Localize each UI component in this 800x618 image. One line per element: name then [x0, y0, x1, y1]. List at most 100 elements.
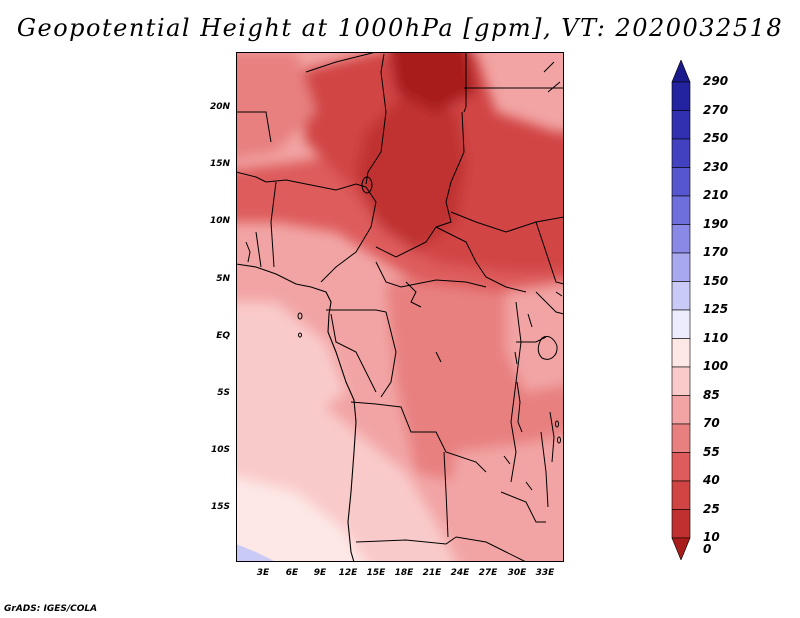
border-chad-sudan — [435, 111, 465, 228]
colorbar-label-40: 40 — [703, 473, 720, 487]
colorbar-label-290: 290 — [703, 74, 729, 88]
border-nigeria-benin — [270, 181, 277, 268]
colorbar-label-210: 210 — [703, 188, 729, 202]
lake-volta — [245, 241, 251, 263]
colorbar-label-110: 110 — [703, 330, 729, 345]
lon-label-27e: 27E — [478, 568, 498, 578]
lat-label-10n: 10N — [209, 216, 230, 226]
lon-label-21e: 21E — [422, 568, 442, 578]
border-drc-angola — [350, 401, 487, 473]
coastline — [236, 263, 357, 562]
colorbar-swatch-150 — [671, 252, 691, 282]
colorbar-swatch-85 — [671, 366, 691, 396]
lon-label-15e: 15E — [366, 568, 386, 578]
island-bioko — [297, 312, 303, 320]
map-frame — [236, 52, 564, 562]
colorbar-swatch-110 — [671, 309, 691, 339]
colorbar-swatch-25 — [671, 480, 691, 510]
border-nigeria-cameroon — [320, 186, 377, 283]
border-gabon-congo — [330, 313, 377, 393]
colorbar-swatch-70 — [671, 395, 691, 425]
lon-label-30e: 30E — [507, 568, 527, 578]
border-sudan-ss — [450, 211, 564, 233]
lat-label-15n: 15N — [209, 159, 230, 169]
colorbar-label-0: 0 — [703, 542, 712, 556]
colorbar-graphic — [671, 59, 691, 561]
colorbar-label-250: 250 — [703, 131, 729, 145]
island-zanzibar — [557, 436, 561, 444]
lon-label-12e: 12E — [338, 568, 358, 578]
colorbar-label-270: 270 — [703, 102, 729, 117]
colorbar-label-230: 230 — [703, 159, 729, 174]
field-coast-light — [236, 302, 346, 412]
country-borders — [236, 52, 564, 562]
field-libya-core — [389, 52, 476, 112]
lat-label-5s: 5S — [217, 388, 230, 398]
colorbar-label-125: 125 — [703, 302, 729, 316]
border-car-south — [375, 261, 487, 288]
lon-label-33e: 33E — [535, 568, 555, 578]
coast-west — [236, 263, 357, 562]
colorbar-swatch-10 — [671, 509, 691, 539]
field-southwest-pale — [236, 477, 364, 562]
colorbar-swatch-210 — [671, 167, 691, 197]
lake-albert — [527, 313, 533, 328]
border-tanzania-zambia — [500, 491, 546, 523]
colorbar-label-150: 150 — [703, 273, 729, 288]
lon-label-9e: 9E — [313, 568, 327, 578]
border-niger-nigeria — [265, 179, 367, 191]
lake-bangweulu — [525, 481, 533, 491]
colorbar-label-170: 170 — [703, 245, 729, 259]
lon-label-18e: 18E — [394, 568, 414, 578]
colorbar-swatch-40 — [671, 452, 691, 482]
border-zambia-zim — [455, 536, 527, 562]
border-car-ss — [435, 226, 527, 293]
map-panel — [236, 52, 564, 562]
border-drc-east — [510, 301, 522, 483]
colorbar-label-100: 100 — [703, 359, 729, 373]
border-uganda-south — [516, 336, 547, 343]
colorbar-label-55: 55 — [703, 444, 720, 459]
islands — [297, 61, 563, 444]
colorbar-swatch-100 — [671, 338, 691, 368]
border-uganda-kenya — [535, 291, 564, 315]
border-ethiopia — [535, 221, 564, 285]
border-cameroon-south — [326, 309, 387, 313]
lake-malawi — [549, 411, 555, 463]
colorbar-swatch-55 — [671, 423, 691, 453]
border-westafrica — [236, 111, 272, 268]
colorbar-swatch-0 — [671, 537, 691, 561]
border-angola-south — [355, 536, 457, 545]
colorbar-swatch-190 — [671, 195, 691, 225]
border-chad-car — [375, 226, 437, 258]
border-north — [305, 52, 467, 107]
colorbar-label-85: 85 — [703, 387, 720, 402]
field-southeast — [446, 435, 564, 562]
colorbar — [668, 59, 694, 561]
lake-kivu — [514, 351, 518, 365]
colorbar-label-190: 190 — [703, 216, 729, 231]
colorbar-swatch-170 — [671, 224, 691, 254]
colorbar-swatch-250 — [671, 110, 691, 140]
lat-label-15s: 15S — [210, 502, 230, 512]
lat-label-10s: 10S — [210, 445, 230, 455]
colorbar-label-70: 70 — [703, 416, 720, 430]
lat-label-20n: 20N — [209, 102, 230, 112]
colorbar-swatch-230 — [671, 138, 691, 168]
footer-credit: GrADS: IGES/COLA — [4, 604, 98, 614]
lake-chad — [361, 176, 373, 194]
lon-label-3e: 3E — [256, 568, 270, 578]
lake-tanganyika — [516, 381, 523, 433]
border-angola-zambia — [443, 451, 449, 538]
border-niger-chad — [365, 53, 387, 185]
lake-victoria — [537, 335, 558, 360]
lon-label-24e: 24E — [450, 568, 470, 578]
lake-mweru — [503, 455, 511, 465]
border-congo-drc — [380, 311, 397, 398]
plot-title: Geopotential Height at 1000hPa [gpm], VT… — [16, 14, 784, 42]
colorbar-swatch-270 — [671, 81, 691, 111]
colorbar-swatch-125 — [671, 281, 691, 311]
colorbar-label-10: 10 — [703, 530, 720, 544]
field-bluepatch — [236, 544, 276, 562]
